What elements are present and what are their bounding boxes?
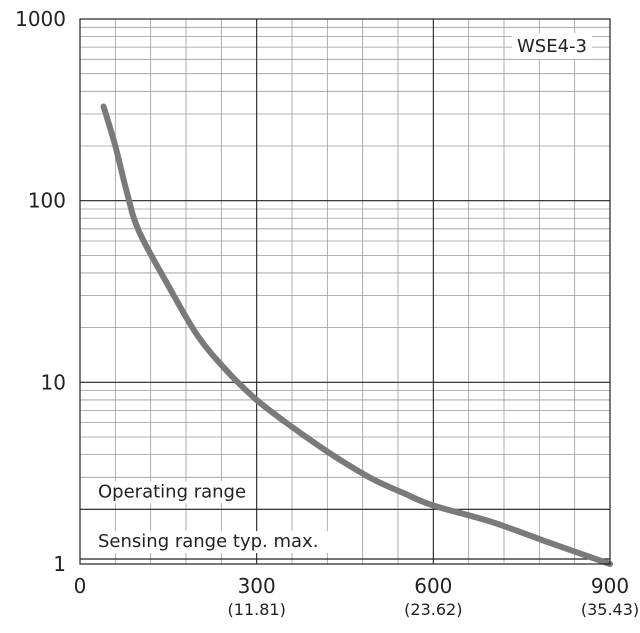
series-name-label: WSE4-3 xyxy=(517,36,587,57)
y-tick-label: 1 xyxy=(53,552,66,576)
x-tick-sublabel: (35.43) xyxy=(581,600,639,619)
range-band-label: Operating range xyxy=(98,481,246,502)
x-tick-label: 300 xyxy=(238,574,276,598)
range-bands: Operating range Sensing range typ. max. xyxy=(80,481,610,560)
x-tick-label: 900 xyxy=(591,574,629,598)
plot-frame xyxy=(79,18,611,565)
x-tick-sublabel: (23.62) xyxy=(404,600,462,619)
series-lines xyxy=(100,103,613,567)
y-tick-label: 10 xyxy=(41,370,66,394)
series-labels: WSE4-3 xyxy=(512,33,592,59)
x-tick-sublabel: (11.81) xyxy=(228,600,286,619)
x-tick-labels: 0 300 (11.81) 600 (23.62) 900 (35.43) xyxy=(74,574,640,619)
x-tick-label: 0 xyxy=(74,574,87,598)
y-tick-label: 1000 xyxy=(15,7,66,31)
y-tick-label: 100 xyxy=(28,189,66,213)
range-band-label: Sensing range typ. max. xyxy=(98,531,318,552)
y-tick-labels: 1 10 100 1000 xyxy=(15,7,66,576)
range-band-label-bg xyxy=(92,481,255,504)
range-band-label-bg xyxy=(92,531,337,553)
series-line xyxy=(100,103,613,567)
x-tick-label: 600 xyxy=(414,574,452,598)
major-gridlines xyxy=(80,19,610,564)
series-name-bg xyxy=(512,33,592,59)
